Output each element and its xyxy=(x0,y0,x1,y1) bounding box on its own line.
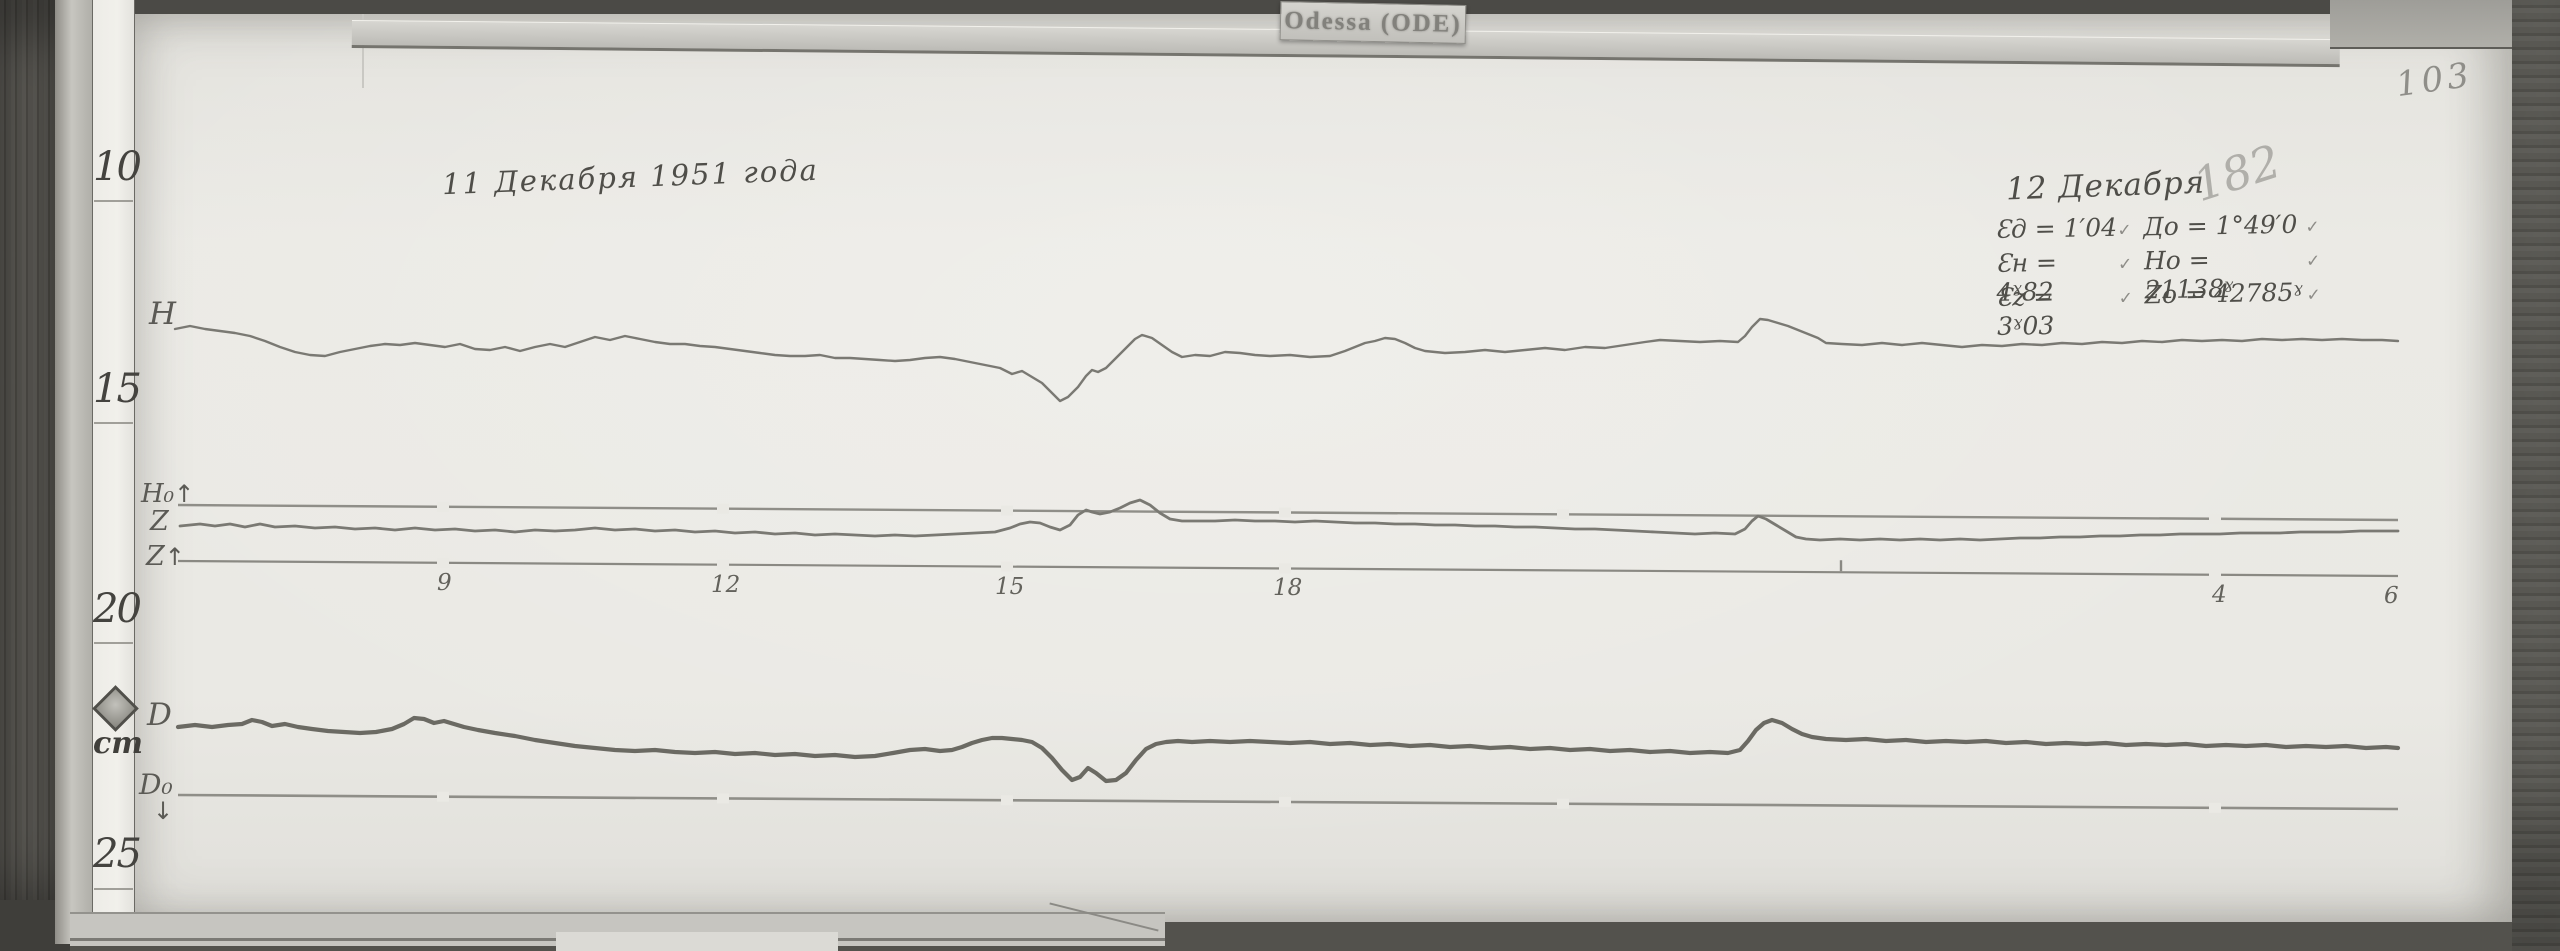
ruler-mark-15: 15 xyxy=(93,366,142,412)
hour-label-4: 4 xyxy=(2212,581,2227,608)
trace-label-z: Z xyxy=(150,506,169,537)
hour-gap xyxy=(1279,563,1291,574)
trace-label-z-axis-text: Z xyxy=(146,541,165,572)
hour-gap xyxy=(2209,802,2221,813)
trace-label-h0-text: H₀ xyxy=(141,479,175,509)
hour-gap xyxy=(717,559,729,570)
hour-label-6: 6 xyxy=(2384,582,2399,609)
ruler-tick-line xyxy=(94,888,133,890)
down-arrow-icon: ↓ xyxy=(153,797,174,825)
ruler-face: 10 15 20 cm 25 xyxy=(92,0,144,944)
bottom-sheet-bright xyxy=(556,932,838,951)
wood-shelf-right xyxy=(2512,0,2560,951)
hour-gap xyxy=(1557,509,1569,520)
trace-H xyxy=(173,317,2400,403)
trace-D xyxy=(175,715,2401,784)
hour-gap xyxy=(437,791,449,802)
ruler-mark-10: 10 xyxy=(93,144,142,190)
hour-gap xyxy=(2209,569,2221,580)
ruler-tick-line xyxy=(94,200,133,202)
trace-label-h0: H₀↑ xyxy=(141,479,194,509)
ruler: 10 15 20 cm 25 xyxy=(55,0,144,944)
hour-gap xyxy=(2209,513,2221,524)
trace-label-d0: D₀ xyxy=(139,768,173,801)
up-arrow-icon: ↑ xyxy=(174,480,195,508)
hour-gap xyxy=(1001,561,1013,572)
diamond-logo-icon xyxy=(92,685,139,732)
hour-label-9: 9 xyxy=(437,569,452,596)
ruler-tick-line xyxy=(94,422,133,424)
background-sheet-corner xyxy=(2330,0,2512,49)
up-arrow-icon: ↑ xyxy=(164,543,185,571)
hour-label-15: 15 xyxy=(995,573,1025,600)
trace-label-z-axis: Z↑ xyxy=(146,541,185,572)
hour-gap xyxy=(717,503,729,514)
hour-gap xyxy=(1001,795,1013,806)
hour-gap xyxy=(1279,796,1291,807)
hour-gap xyxy=(437,501,449,512)
paper-crease xyxy=(362,14,364,88)
hour-gap xyxy=(437,557,449,568)
ruler-tick-line xyxy=(94,642,133,644)
hour-label-12: 12 xyxy=(711,571,741,598)
hour-gap xyxy=(717,793,729,804)
hour-label-18: 18 xyxy=(1273,575,1303,602)
ruler-mark-20: 20 xyxy=(93,586,142,632)
trace-label-d: D xyxy=(147,697,172,733)
ruler-mark-25: 25 xyxy=(93,831,142,877)
ruler-bevel xyxy=(55,0,92,944)
trace-Z xyxy=(178,498,2400,542)
hour-gap xyxy=(1279,507,1291,518)
ruler-unit-label: cm xyxy=(93,726,144,761)
trace-label-h: H xyxy=(149,296,177,332)
wood-shelf-left xyxy=(0,0,56,951)
hour-gap xyxy=(1001,505,1013,516)
chart-paper xyxy=(130,14,2512,922)
hour-gap xyxy=(1557,798,1569,809)
